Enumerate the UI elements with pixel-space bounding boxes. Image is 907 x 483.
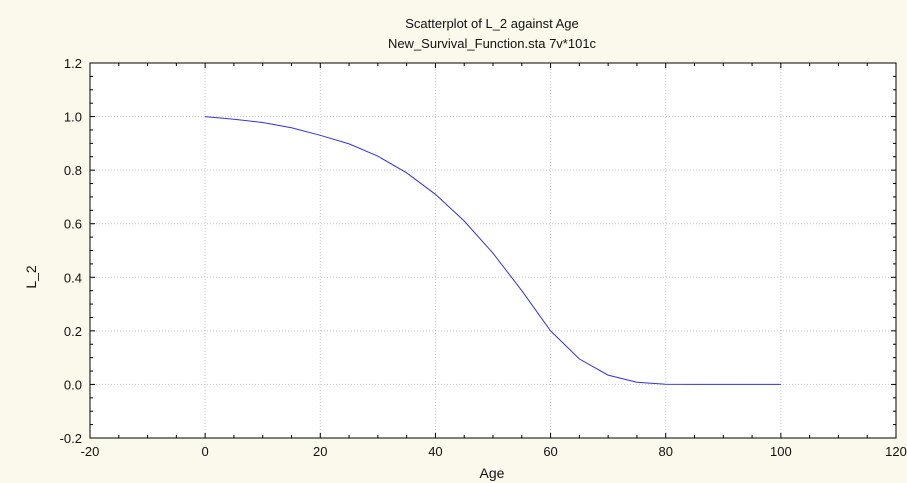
y-tick-label: 0.6 [64,217,82,232]
chart-title: Scatterplot of L_2 against Age [405,16,578,31]
x-tick-label: 120 [885,444,907,459]
y-tick-label: 0.2 [64,324,82,339]
y-tick-label: -0.2 [60,431,82,446]
y-tick-label: 1.2 [64,56,82,71]
series-line [205,116,781,385]
x-tick-label: -20 [81,444,100,459]
y-tick-label: 1.0 [64,110,82,125]
y-tick-label: 0.4 [64,270,82,285]
x-tick-label: 60 [543,444,557,459]
plot-area [90,63,896,438]
x-tick-label: 20 [313,444,327,459]
x-tick-label: 40 [428,444,442,459]
x-tick-label: 100 [770,444,792,459]
y-tick-label: 0.8 [64,163,82,178]
x-axis-label: Age [480,465,505,481]
x-tick-label: 80 [658,444,672,459]
x-tick-label: 0 [202,444,209,459]
y-tick-label: 0.0 [64,377,82,392]
chart-subtitle: New_Survival_Function.sta 7v*101c [388,36,597,51]
y-axis-label: L_2 [23,265,39,289]
